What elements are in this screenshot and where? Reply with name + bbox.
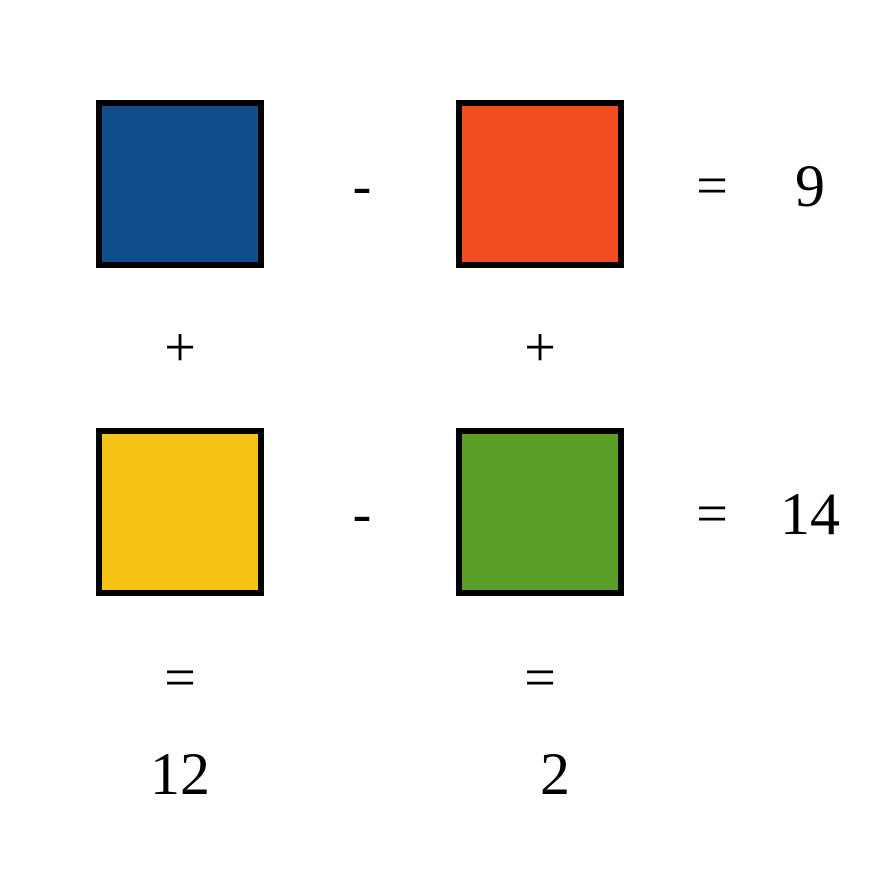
blue-square	[96, 100, 264, 268]
row2-equals-operator: =	[680, 486, 744, 542]
row1-minus-operator: -	[330, 158, 394, 214]
row2-result: 14	[770, 484, 850, 544]
row1-result: 9	[770, 156, 850, 216]
col1-plus-operator: +	[148, 320, 212, 376]
col2-plus-operator: +	[508, 320, 572, 376]
yellow-square	[96, 428, 264, 596]
orange-square	[456, 100, 624, 268]
col2-result: 2	[515, 744, 595, 804]
col1-result: 12	[140, 744, 220, 804]
green-square	[456, 428, 624, 596]
col1-equals-operator: =	[148, 650, 212, 706]
math-puzzle: - = 9 + + - = 14 = = 12 2	[0, 0, 876, 876]
col2-equals-operator: =	[508, 650, 572, 706]
row2-minus-operator: -	[330, 486, 394, 542]
row1-equals-operator: =	[680, 158, 744, 214]
